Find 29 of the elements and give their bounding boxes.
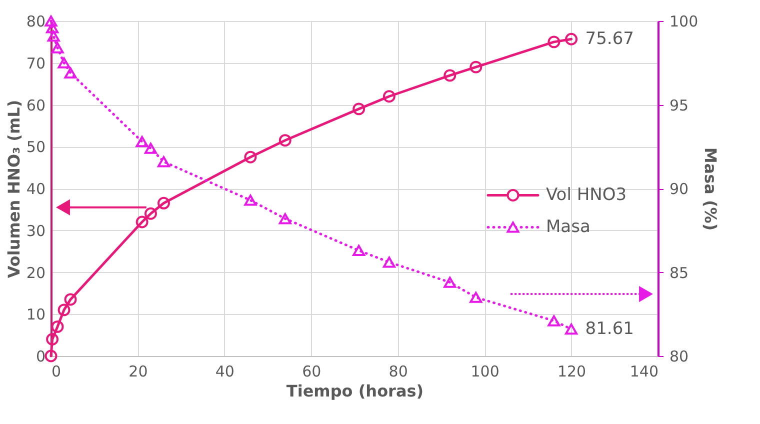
y-tick-label: 0 (36, 348, 46, 366)
x-tick-label: 120 (557, 362, 586, 380)
x-tick-label: 0 (52, 362, 62, 380)
legend-label: Masa (546, 217, 590, 238)
y2-tick-label: 90 (670, 180, 689, 198)
y-tick-label: 70 (26, 54, 46, 72)
y-tick-label: 20 (26, 264, 46, 282)
y-tick-label: 50 (26, 138, 46, 156)
y-axis-title: Volumen HNO₃ (mL) (4, 100, 24, 278)
y2-axis-title: Masa (%) (701, 147, 720, 231)
x-tick-label: 40 (215, 362, 234, 380)
y2-tick-label: 85 (670, 264, 689, 282)
x-tick-label: 100 (470, 362, 500, 380)
x-tick-label: 60 (302, 362, 322, 380)
data-label: 81.61 (585, 319, 634, 340)
x-axis-title: Tiempo (horas) (286, 382, 424, 400)
y2-tick-label: 95 (670, 96, 689, 114)
x-tick-label: 140 (630, 362, 658, 380)
y-tick-label: 40 (26, 180, 46, 198)
data-label: 75.67 (585, 29, 634, 50)
x-tick-label: 80 (388, 362, 408, 380)
y-tick-label: 10 (26, 306, 46, 324)
x-tick-label: 20 (128, 362, 148, 380)
legend-label: Vol HNO3 (546, 185, 627, 206)
y-tick-label: 80 (26, 12, 46, 30)
y-tick-label: 30 (26, 222, 46, 240)
y2-tick-label: 80 (670, 348, 689, 366)
y2-tick-label: 100 (670, 12, 698, 30)
y-tick-label: 60 (26, 96, 46, 114)
